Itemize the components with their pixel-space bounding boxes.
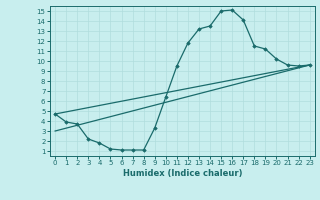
- X-axis label: Humidex (Indice chaleur): Humidex (Indice chaleur): [123, 169, 242, 178]
